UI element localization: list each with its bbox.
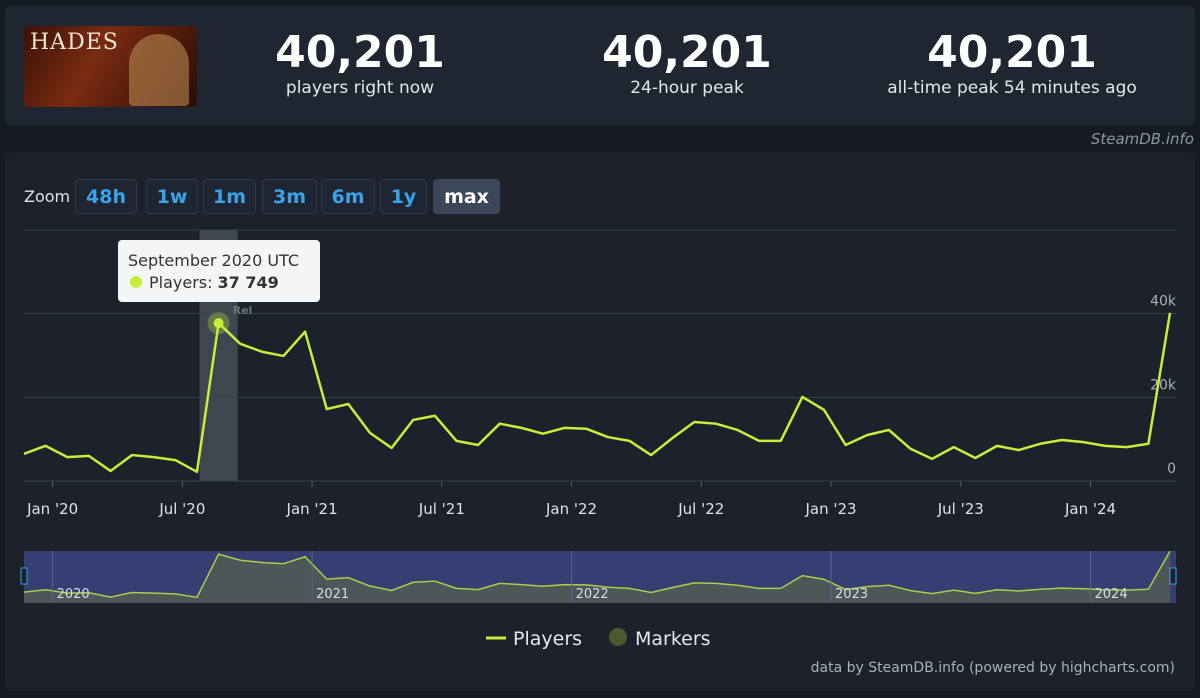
x-tick-label: Jul '23 [937,500,984,518]
tooltip-title: September 2020 UTC [128,251,299,270]
zoom-button[interactable]: 1m [203,179,256,214]
watermark: SteamDB.info [1090,130,1194,148]
x-tick-label: Jul '21 [418,500,465,518]
logo-text: HADES [30,30,119,55]
x-tick-label: Jan '20 [26,500,78,518]
zoom-button[interactable]: 48h [75,179,137,214]
tooltip-series-label: Players: [149,273,213,292]
legend-label: Markers [635,628,711,650]
y-tick-label: 0 [1167,461,1176,477]
header-panel [5,6,1195,125]
zoom-label: Zoom [24,187,71,206]
navigator-label: 2021 [316,587,349,602]
x-tick-label: Jul '20 [158,500,205,518]
y-tick-label: 20k [1150,377,1177,393]
marker-label: Rel [233,304,253,317]
stat-label: players right now [285,78,435,98]
footer-credit: data by SteamDB.info (powered by highcha… [810,660,1175,676]
zoom-button[interactable]: 3m [262,179,317,214]
x-tick-label: Jan '22 [545,500,597,518]
navigator-handle [1169,567,1177,585]
navigator-handle [20,567,28,585]
zoom-button[interactable]: 6m [321,179,375,214]
logo-figure [129,34,189,106]
stat-value: 40,201 [602,27,772,78]
game-logo: HADES [24,26,197,107]
tooltip-value: 37 749 [218,273,279,292]
stat: 40,201 24-hour peak [527,27,847,99]
x-tick-label: Jul '22 [677,500,724,518]
x-tick-label: Jan '21 [286,500,338,518]
navigator-label: 2022 [576,587,609,602]
zoom-button[interactable]: max [433,179,500,214]
legend-symbol [609,628,627,646]
tooltip-dot [130,276,142,288]
tooltip-box [118,240,320,302]
navigator-label: 2024 [1095,587,1128,602]
zoom-button[interactable]: 1w [146,179,198,214]
navigator-label: 2020 [57,587,90,602]
hover-point [213,318,224,329]
y-tick-label: 40k [1150,294,1177,310]
players-line [23,312,1172,474]
navigator-line [23,550,1171,599]
x-tick-label: Jan '24 [1064,500,1116,518]
navigator-label: 2023 [835,587,868,602]
tooltip-line: Players: 37 749 [149,273,279,292]
zoom-button[interactable]: 1y [380,179,427,214]
stat: 40,201 players right now [200,27,520,99]
stat-value: 40,201 [927,27,1097,78]
legend-label: Players [513,628,582,650]
stat-value: 40,201 [275,27,445,78]
x-tick-label: Jan '23 [804,500,856,518]
stat: 40,201 all-time peak 54 minutes ago [852,27,1172,99]
stat-label: 24-hour peak [630,78,744,98]
stat-label: all-time peak 54 minutes ago [887,78,1137,98]
navigator-area [24,551,1170,603]
